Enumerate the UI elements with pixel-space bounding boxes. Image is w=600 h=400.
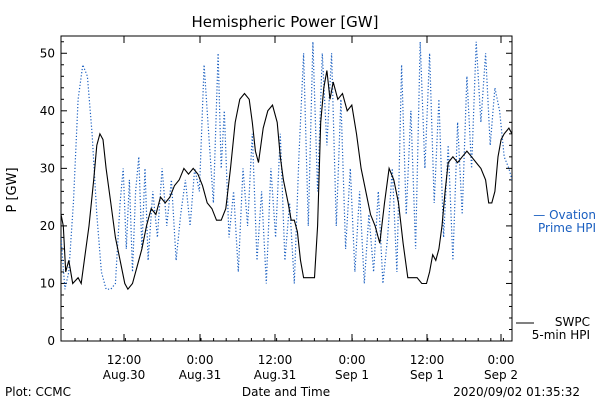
plot-frame	[60, 35, 513, 342]
y-tick-label: 40	[40, 104, 55, 118]
x-tick-label-time: 12:00	[410, 353, 445, 367]
legend-ovation-line1: — Ovation	[533, 208, 596, 222]
y-tick-label: 10	[40, 276, 55, 290]
x-axis-label: Date and Time	[242, 385, 330, 399]
x-tick-label-date: Sep 2	[484, 368, 518, 382]
x-tick-label-date: Aug.31	[179, 368, 222, 382]
y-tick-label: 50	[40, 46, 55, 60]
x-tick-label-date: Sep 1	[410, 368, 444, 382]
x-tick-label-time: 0:00	[488, 353, 515, 367]
series-swpc-line	[61, 70, 512, 291]
x-tick-label-time: 12:00	[258, 353, 293, 367]
x-tick-label-time: 0:00	[339, 353, 366, 367]
plot-credit: Plot: CCMC	[5, 385, 71, 399]
legend-swpc-line2: 5-min HPI	[532, 328, 590, 342]
legend-swpc-line1: SWPC	[555, 315, 590, 329]
x-tick-label-time: 0:00	[187, 353, 214, 367]
chart-title: Hemispheric Power [GW]	[192, 13, 379, 31]
y-tick-label: 20	[40, 219, 55, 233]
series-layer	[61, 41, 512, 291]
x-tick-label-date: Sep 1	[335, 368, 369, 382]
x-tick-label-time: 12:00	[107, 353, 142, 367]
x-tick-label-date: Aug.31	[254, 368, 297, 382]
plot-border	[60, 35, 513, 342]
y-axis-label: P [GW]	[5, 167, 20, 212]
x-tick-label-date: Aug.30	[103, 368, 146, 382]
series-ovation-line	[61, 41, 512, 290]
y-tick-label: 30	[40, 161, 55, 175]
y-axis-ticks: 0 10 20 30 40 50	[40, 41, 512, 348]
legend-ovation-line2: Prime HPI	[538, 221, 596, 235]
timestamp: 2020/09/02 01:35:32	[453, 385, 580, 399]
y-tick-label: 0	[47, 334, 55, 348]
x-axis-ticks: 12:00Aug.300:00Aug.3112:00Aug.310:00Sep …	[74, 36, 518, 382]
